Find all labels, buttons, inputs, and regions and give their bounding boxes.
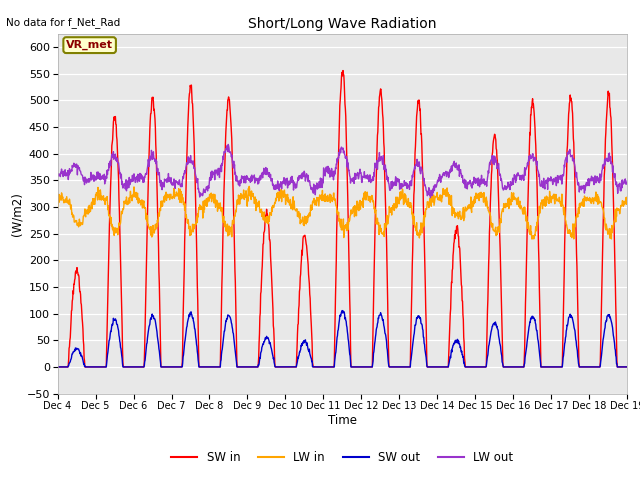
Line: LW in: LW in [58,186,627,239]
LW out [244,176,252,181]
SW out [431,364,439,370]
LW in [180,199,188,205]
LW in [431,194,439,200]
Y-axis label: (W/m2): (W/m2) [11,192,24,236]
SW out [180,345,188,350]
SW in [180,265,188,271]
LW in [528,236,536,242]
Line: SW out: SW out [58,311,627,367]
SW in [623,364,631,370]
SW in [54,364,61,370]
SW out [339,308,346,313]
SW in [339,68,347,73]
SW in [431,364,439,370]
LW out [54,172,61,178]
LW in [623,201,631,207]
LW in [506,201,513,207]
SW in [244,364,252,370]
SW in [506,364,513,370]
Text: VR_met: VR_met [66,40,113,50]
LW out [432,183,440,189]
Line: LW out: LW out [58,144,627,198]
LW in [556,201,564,206]
SW out [54,364,61,370]
SW out [166,364,174,370]
SW in [556,364,564,370]
LW in [244,198,252,204]
LW in [245,183,253,189]
Line: SW in: SW in [58,71,627,367]
LW out [225,142,232,147]
LW out [556,177,564,183]
Text: No data for f_Net_Rad: No data for f_Net_Rad [6,17,121,28]
SW out [623,364,631,370]
Legend: SW in, LW in, SW out, LW out: SW in, LW in, SW out, LW out [166,446,518,469]
SW in [166,364,174,370]
Title: Short/Long Wave Radiation: Short/Long Wave Radiation [248,17,436,31]
LW out [166,177,174,183]
SW out [506,364,513,370]
LW out [427,195,435,201]
SW out [244,364,252,370]
X-axis label: Time: Time [328,414,357,427]
LW in [54,205,61,211]
LW out [180,171,188,177]
LW out [506,187,514,192]
LW in [166,192,174,198]
SW out [556,364,564,370]
LW out [623,178,631,184]
